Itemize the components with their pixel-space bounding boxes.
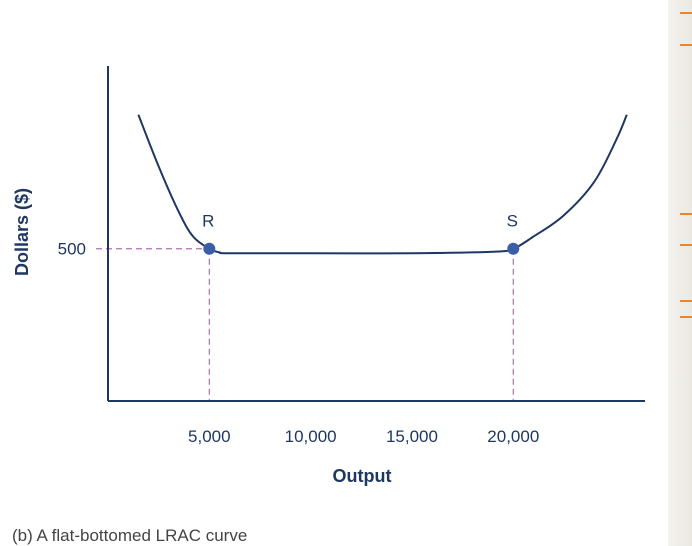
y-tick-label: 500 [58,240,86,259]
edge-mark [680,316,692,318]
point-label: S [507,212,518,231]
edge-mark [680,213,692,215]
x-tick-label: 15,000 [386,427,438,446]
x-axis-title: Output [333,466,392,486]
point-label: R [202,212,214,231]
x-tick-label: 10,000 [285,427,337,446]
edge-mark [680,44,692,46]
edge-mark [680,244,692,246]
x-tick-labels: 5,000 10,000 15,000 20,000 [188,427,539,446]
page-edge-strip [668,0,692,546]
lrac-curve [137,114,628,255]
y-axis-title: Dollars ($) [12,188,32,276]
y-tick-labels: 500 [58,240,86,259]
x-tick-label: 5,000 [188,427,231,446]
point-marker [507,242,520,255]
point-marker [203,242,216,255]
chart-caption: (b) A flat-bottomed LRAC curve [12,526,248,545]
guide-lines [96,248,514,401]
edge-mark [680,300,692,302]
edge-mark [680,12,692,14]
x-tick-label: 20,000 [487,427,539,446]
